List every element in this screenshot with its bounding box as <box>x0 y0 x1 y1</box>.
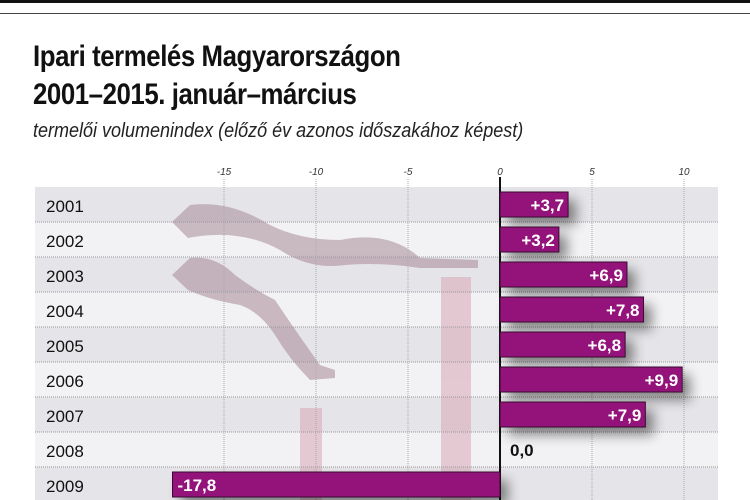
data-label: +7,9 <box>608 406 642 425</box>
chart-subtitle: termelői volumenindex (előző év azonos i… <box>33 120 524 142</box>
bar <box>499 331 626 358</box>
bar <box>499 191 569 218</box>
data-label: +9,9 <box>645 371 679 390</box>
data-label: -17,8 <box>177 476 216 495</box>
data-label: 0,0 <box>510 441 534 460</box>
category-label: 2009 <box>46 477 84 496</box>
data-label: +6,8 <box>588 336 622 355</box>
x-tick-label: 10 <box>678 167 690 178</box>
chart-title: Ipari termelés Magyarországon 2001–2015.… <box>33 38 401 114</box>
data-label: +6,9 <box>589 266 623 285</box>
category-label: 2005 <box>46 337 84 356</box>
row-background <box>35 432 718 467</box>
title-line-2: 2001–2015. január–március <box>33 78 357 111</box>
category-label: 2004 <box>46 302 84 321</box>
data-label: +7,8 <box>606 301 640 320</box>
top-rule-thick <box>0 0 750 3</box>
bar <box>499 261 628 288</box>
x-tick-label: -15 <box>217 167 232 178</box>
x-tick-label: 0 <box>497 167 503 178</box>
bar <box>499 366 683 393</box>
bar <box>171 471 501 498</box>
bar <box>499 401 646 428</box>
category-label: 2002 <box>46 232 84 251</box>
chimney-icon <box>441 277 471 500</box>
top-rule-thin <box>0 13 750 14</box>
x-tick-label: -5 <box>404 167 413 178</box>
data-label: +3,7 <box>531 196 565 215</box>
data-label: +3,2 <box>521 231 555 250</box>
x-tick-label: 5 <box>589 167 595 178</box>
category-label: 2006 <box>46 372 84 391</box>
category-label: 2008 <box>46 442 84 461</box>
bar <box>499 296 645 323</box>
smoke-icon <box>172 257 335 380</box>
title-line-1: Ipari termelés Magyarországon <box>33 40 401 73</box>
category-label: 2003 <box>46 267 84 286</box>
row-background <box>35 187 718 222</box>
category-label: 2007 <box>46 407 84 426</box>
bar <box>499 226 560 253</box>
category-label: 2001 <box>46 197 84 216</box>
x-tick-label: -10 <box>309 167 324 178</box>
smoke-icon <box>172 204 478 268</box>
